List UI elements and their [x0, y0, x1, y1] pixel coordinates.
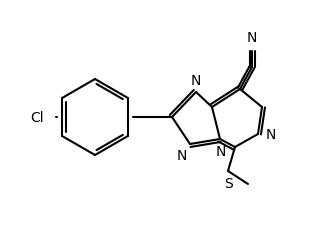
Text: S: S [224, 176, 232, 190]
Text: N: N [247, 31, 257, 45]
Text: N: N [177, 148, 187, 162]
Text: Cl: Cl [30, 110, 44, 125]
Text: N: N [266, 128, 276, 141]
Text: N: N [216, 144, 226, 158]
Text: N: N [191, 74, 201, 88]
